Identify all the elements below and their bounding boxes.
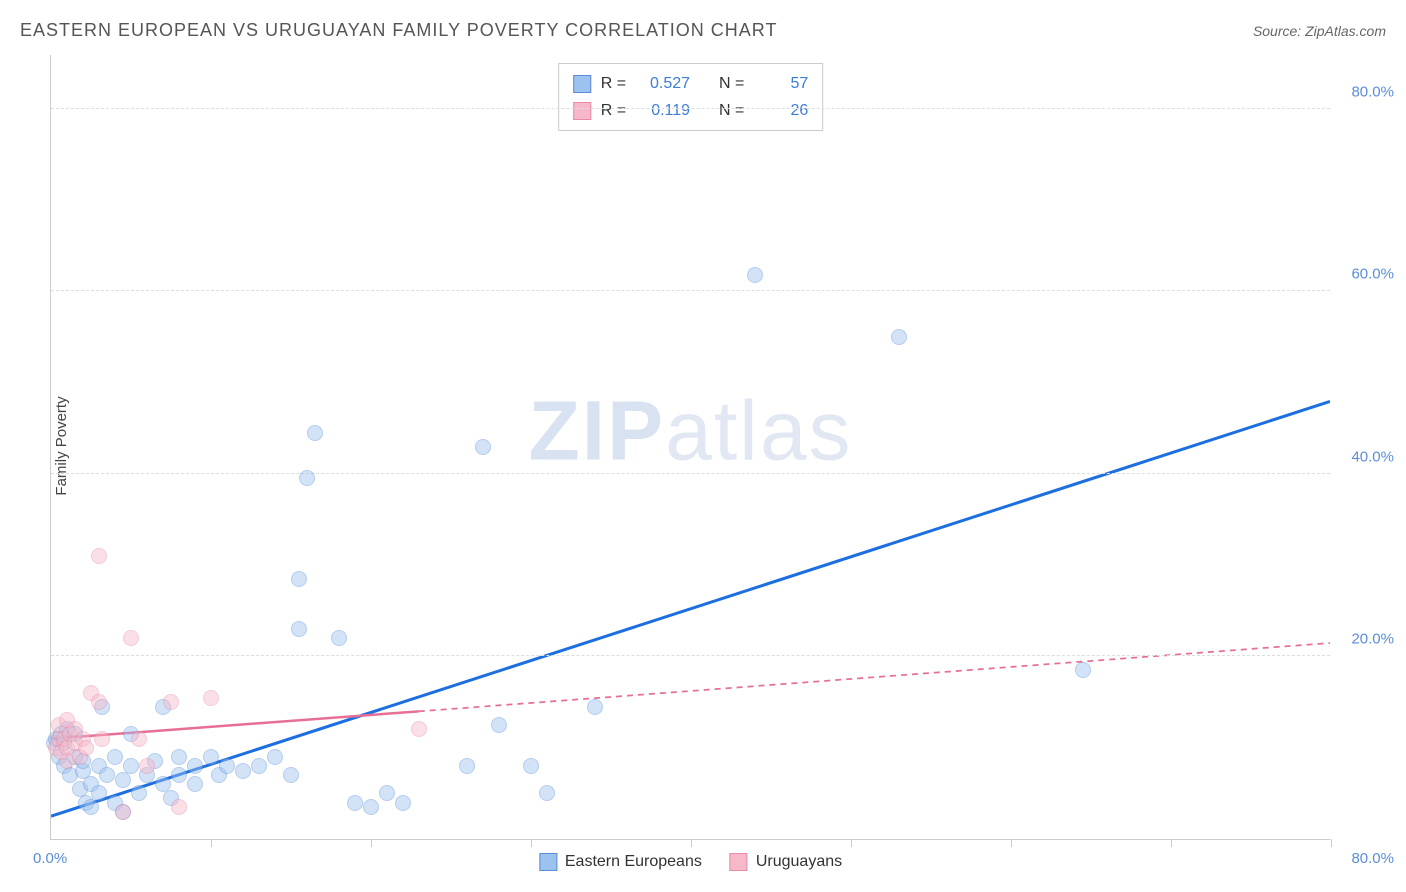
data-point: [131, 731, 147, 747]
data-point: [1075, 662, 1091, 678]
x-tick: [1171, 839, 1172, 847]
gridline: [51, 108, 1330, 109]
data-point: [107, 749, 123, 765]
x-tick: [1011, 839, 1012, 847]
data-point: [747, 267, 763, 283]
data-point: [539, 785, 555, 801]
legend-swatch: [539, 853, 557, 871]
data-point: [91, 785, 107, 801]
stat-r-label: R =: [601, 70, 626, 97]
data-point: [163, 694, 179, 710]
data-point: [78, 740, 94, 756]
stat-n-value: 57: [754, 70, 808, 97]
data-point: [171, 749, 187, 765]
stats-row: R = 0.527 N = 57: [573, 70, 809, 97]
data-point: [83, 799, 99, 815]
chart-title: EASTERN EUROPEAN VS URUGUAYAN FAMILY POV…: [20, 20, 777, 41]
statistics-legend-box: R = 0.527 N = 57 R = 0.119 N = 26: [558, 63, 824, 131]
y-tick-label: 20.0%: [1351, 631, 1394, 648]
data-point: [491, 717, 507, 733]
stat-r-label: R =: [601, 97, 626, 124]
data-point: [291, 571, 307, 587]
x-tick: [851, 839, 852, 847]
legend-item: Eastern Europeans: [539, 853, 702, 871]
series-swatch: [573, 102, 591, 120]
data-point: [171, 767, 187, 783]
source-attribution: Source: ZipAtlas.com: [1253, 23, 1386, 39]
stat-n-label: N =: [719, 97, 744, 124]
stat-n-label: N =: [719, 70, 744, 97]
legend-label: Eastern Europeans: [565, 853, 702, 871]
data-point: [891, 329, 907, 345]
data-point: [307, 425, 323, 441]
data-point: [115, 772, 131, 788]
gridline: [51, 655, 1330, 656]
legend-swatch: [730, 853, 748, 871]
data-point: [379, 785, 395, 801]
scatter-plot-area: ZIPatlas R = 0.527 N = 57R = 0.119 N = 26 0.…: [50, 55, 1330, 840]
data-point: [171, 799, 187, 815]
data-point: [267, 749, 283, 765]
y-tick-label: 40.0%: [1351, 448, 1394, 465]
data-point: [123, 630, 139, 646]
data-point: [139, 758, 155, 774]
trend-lines-layer: [51, 55, 1330, 839]
data-point: [459, 758, 475, 774]
data-point: [523, 758, 539, 774]
data-point: [395, 795, 411, 811]
data-point: [219, 758, 235, 774]
x-axis-end-label: 80.0%: [1351, 850, 1394, 867]
data-point: [91, 694, 107, 710]
data-point: [347, 795, 363, 811]
series-legend: Eastern Europeans Uruguayans: [539, 853, 842, 871]
data-point: [203, 690, 219, 706]
data-point: [363, 799, 379, 815]
watermark-zip: ZIP: [528, 384, 665, 478]
stats-row: R = 0.119 N = 26: [573, 97, 809, 124]
x-tick: [371, 839, 372, 847]
x-tick: [211, 839, 212, 847]
gridline: [51, 473, 1330, 474]
data-point: [299, 470, 315, 486]
trend-line-extrapolated: [419, 643, 1330, 711]
legend-label: Uruguayans: [756, 853, 842, 871]
stat-r-value: 0.119: [636, 97, 690, 124]
data-point: [587, 699, 603, 715]
data-point: [235, 763, 251, 779]
data-point: [99, 767, 115, 783]
watermark-atlas: atlas: [665, 384, 852, 478]
data-point: [283, 767, 299, 783]
data-point: [131, 785, 147, 801]
data-point: [123, 758, 139, 774]
data-point: [115, 804, 131, 820]
data-point: [251, 758, 267, 774]
trend-line: [51, 401, 1330, 816]
data-point: [187, 758, 203, 774]
watermark: ZIPatlas: [528, 383, 852, 480]
x-tick: [691, 839, 692, 847]
data-point: [187, 776, 203, 792]
gridline: [51, 290, 1330, 291]
data-point: [331, 630, 347, 646]
y-tick-label: 80.0%: [1351, 83, 1394, 100]
data-point: [203, 749, 219, 765]
data-point: [94, 731, 110, 747]
series-swatch: [573, 75, 591, 93]
x-axis-start-label: 0.0%: [33, 850, 67, 867]
legend-item: Uruguayans: [730, 853, 842, 871]
x-tick: [1331, 839, 1332, 847]
stat-n-value: 26: [754, 97, 808, 124]
data-point: [411, 721, 427, 737]
x-tick: [531, 839, 532, 847]
data-point: [91, 548, 107, 564]
data-point: [291, 621, 307, 637]
data-point: [475, 439, 491, 455]
stat-r-value: 0.527: [636, 70, 690, 97]
y-tick-label: 60.0%: [1351, 266, 1394, 283]
